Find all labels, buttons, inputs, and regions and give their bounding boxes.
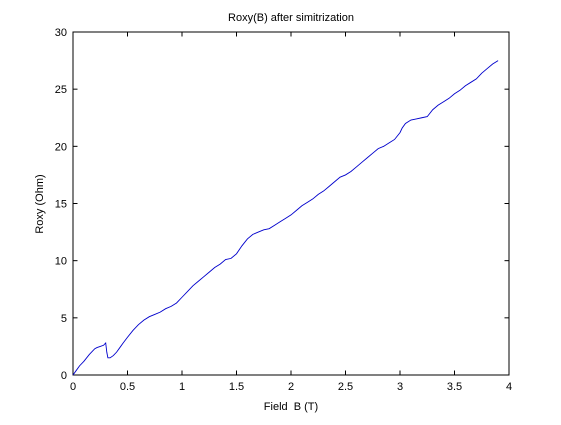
x-tick-label: 2	[288, 381, 294, 393]
x-tick-label: 3.5	[447, 381, 462, 393]
x-tick-label: 4	[506, 381, 512, 393]
y-tick-label: 10	[55, 256, 67, 268]
x-tick-label: 3	[397, 381, 403, 393]
y-tick-label: 25	[55, 84, 67, 96]
series-line	[72, 60, 499, 376]
x-tick-label: 0	[70, 381, 76, 393]
x-tick-label: 1	[179, 381, 185, 393]
axis-ticks: 0 0.5 1 1.5 2 2.5 3 3.5 4 0 5 10 15 20 25 30	[55, 27, 512, 393]
x-tick-label: 0.5	[120, 381, 135, 393]
y-axis-label: Roxy (Ohm)	[34, 174, 46, 233]
x-axis-label: Field B (T)	[264, 401, 318, 413]
y-tick-label: 5	[61, 313, 67, 325]
x-tick-label: 1.5	[229, 381, 244, 393]
y-tick-label: 20	[55, 141, 67, 153]
y-tick-label: 0	[61, 370, 67, 382]
y-tick-label: 15	[55, 199, 67, 211]
plot-area	[72, 31, 510, 376]
y-tick-label: 30	[55, 27, 67, 39]
x-tick-label: 2.5	[338, 381, 353, 393]
chart-title: Roxy(B) after simitrization	[228, 12, 354, 24]
